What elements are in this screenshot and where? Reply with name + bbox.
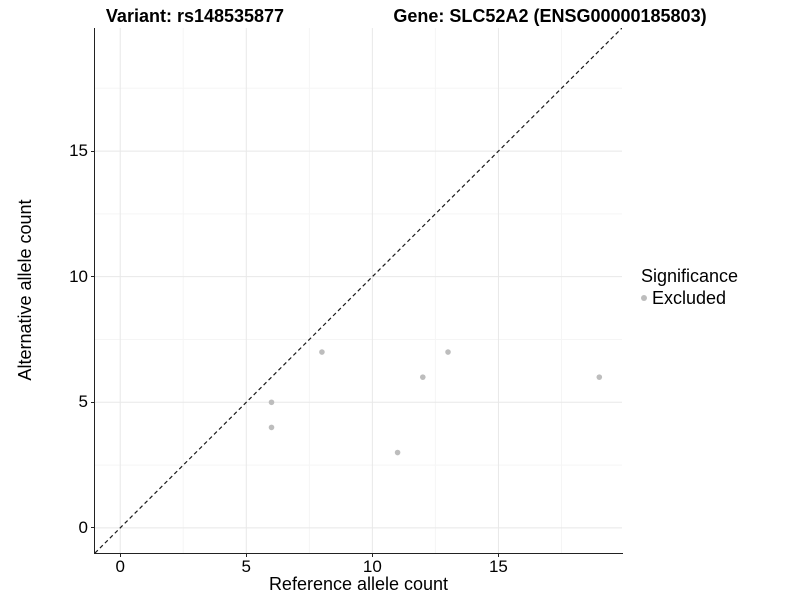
y-tick-label: 10 (69, 266, 88, 286)
x-tick-label: 5 (241, 557, 252, 576)
legend-item: Excluded (641, 288, 738, 308)
plot-panel (94, 27, 623, 554)
x-tick-mark (119, 553, 121, 557)
data-point (394, 449, 401, 456)
x-tick-label: 0 (115, 557, 125, 576)
scatter-canvas (94, 27, 623, 554)
y-tick-mark (91, 527, 95, 529)
x-tick-label: 15 (488, 557, 508, 576)
data-point (419, 374, 426, 380)
y-axis-line (94, 28, 95, 554)
data-point (445, 349, 451, 355)
legend-title: Significance (641, 266, 739, 286)
x-tick-mark (371, 553, 373, 557)
y-axis-title: Alternative allele count (15, 199, 35, 381)
legend: Significance Excluded (641, 266, 738, 308)
data-point (319, 349, 325, 355)
y-tick-label: 15 (69, 141, 88, 161)
plot-title-variant: Variant: rs148535877 (105, 6, 285, 26)
legend-point-icon (641, 295, 647, 301)
y-tick-mark (91, 401, 95, 403)
identity-line (94, 27, 623, 554)
y-tick-label: 5 (78, 392, 88, 412)
y-tick-label: 0 (78, 517, 88, 537)
x-tick-mark (497, 553, 499, 557)
y-tick-mark (91, 150, 95, 152)
y-tick-mark (91, 276, 95, 278)
x-axis-line (94, 553, 623, 554)
data-point (596, 374, 603, 380)
data-point (268, 399, 275, 406)
legend-item-label: Excluded (652, 288, 727, 308)
x-tick-mark (245, 553, 247, 557)
data-point (268, 424, 275, 431)
plot-title-gene: Gene: SLC52A2 (ENSG00000185803) (393, 6, 707, 26)
x-tick-label: 10 (362, 557, 382, 576)
legend-items: Excluded (641, 288, 738, 308)
x-axis-title: Reference allele count (268, 574, 449, 594)
